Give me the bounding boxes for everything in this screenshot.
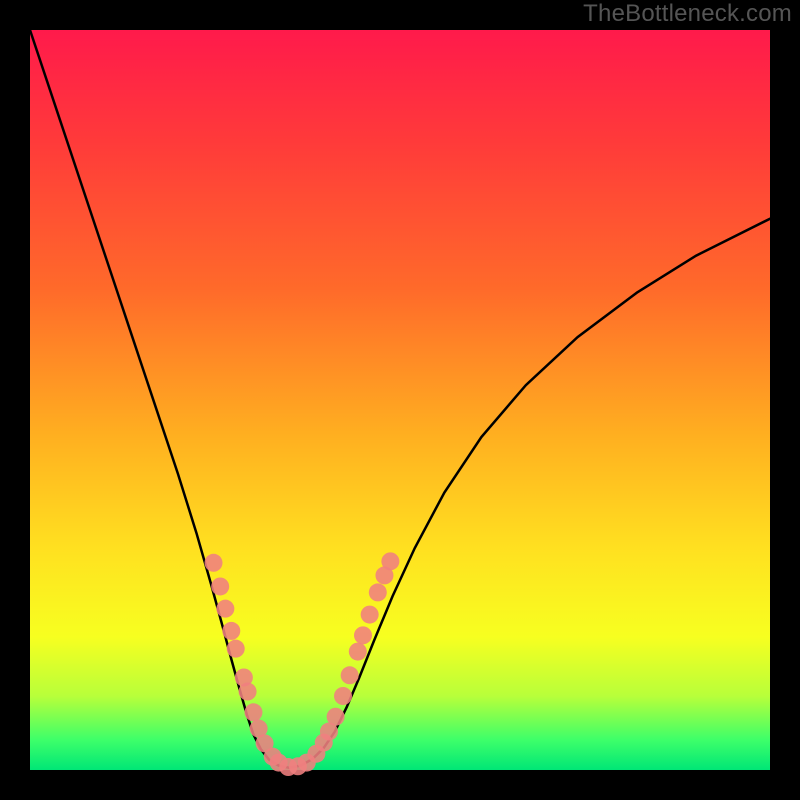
data-marker bbox=[369, 583, 387, 601]
data-marker bbox=[211, 577, 229, 595]
data-marker bbox=[244, 703, 262, 721]
data-marker bbox=[227, 640, 245, 658]
data-marker bbox=[341, 666, 359, 684]
data-marker bbox=[354, 626, 372, 644]
data-marker bbox=[239, 683, 257, 701]
data-marker bbox=[361, 606, 379, 624]
chart-svg bbox=[0, 0, 800, 800]
watermark-text: TheBottleneck.com bbox=[583, 0, 792, 28]
gradient-background bbox=[30, 30, 770, 770]
data-marker bbox=[327, 708, 345, 726]
data-marker bbox=[216, 600, 234, 618]
data-marker bbox=[349, 643, 367, 661]
data-marker bbox=[381, 552, 399, 570]
data-marker bbox=[205, 554, 223, 572]
chart-container: { "watermark": "TheBottleneck.com", "can… bbox=[0, 0, 800, 800]
data-marker bbox=[334, 687, 352, 705]
data-marker bbox=[222, 622, 240, 640]
